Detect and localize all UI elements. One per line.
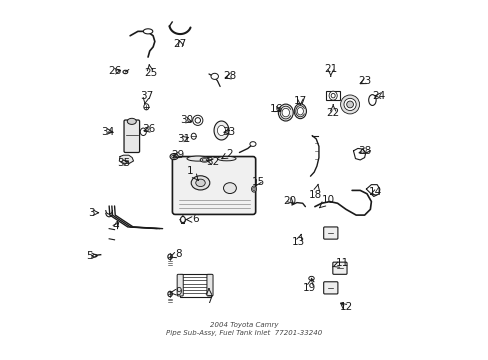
Polygon shape xyxy=(353,148,365,160)
Ellipse shape xyxy=(186,156,208,161)
Ellipse shape xyxy=(297,108,303,115)
Text: 23: 23 xyxy=(357,76,370,86)
Text: 13: 13 xyxy=(291,234,305,247)
Text: 33: 33 xyxy=(222,126,235,136)
Ellipse shape xyxy=(210,73,218,80)
Text: 22: 22 xyxy=(326,105,339,118)
Ellipse shape xyxy=(171,155,176,158)
Ellipse shape xyxy=(368,95,375,105)
Text: 12: 12 xyxy=(339,302,352,312)
Text: 18: 18 xyxy=(308,184,322,200)
Polygon shape xyxy=(366,185,379,197)
Ellipse shape xyxy=(192,115,203,125)
Ellipse shape xyxy=(278,104,293,121)
FancyBboxPatch shape xyxy=(206,274,213,296)
Ellipse shape xyxy=(340,95,359,114)
Ellipse shape xyxy=(200,158,208,162)
Ellipse shape xyxy=(343,98,355,111)
Ellipse shape xyxy=(282,108,289,117)
Polygon shape xyxy=(119,155,133,163)
FancyBboxPatch shape xyxy=(323,282,337,294)
Ellipse shape xyxy=(143,104,149,110)
Ellipse shape xyxy=(167,254,172,260)
Polygon shape xyxy=(217,125,225,136)
Ellipse shape xyxy=(170,153,178,159)
FancyBboxPatch shape xyxy=(332,262,346,274)
Text: 7: 7 xyxy=(205,289,212,305)
Ellipse shape xyxy=(123,70,127,74)
Text: 28: 28 xyxy=(223,71,236,81)
FancyBboxPatch shape xyxy=(325,91,339,100)
Polygon shape xyxy=(214,121,228,140)
Text: 6: 6 xyxy=(186,215,198,225)
Text: 19: 19 xyxy=(303,279,316,293)
Text: 2004 Toyota Camry
Pipe Sub-Assy, Fuel Tank Inlet  77201-33240: 2004 Toyota Camry Pipe Sub-Assy, Fuel Ta… xyxy=(166,321,322,336)
Text: 17: 17 xyxy=(293,96,306,106)
Text: 16: 16 xyxy=(269,104,282,114)
Text: 15: 15 xyxy=(251,177,264,187)
Ellipse shape xyxy=(249,142,256,147)
Ellipse shape xyxy=(251,186,256,192)
Text: 5: 5 xyxy=(86,251,97,261)
Text: 34: 34 xyxy=(101,126,114,136)
Ellipse shape xyxy=(191,133,196,139)
FancyBboxPatch shape xyxy=(177,274,183,296)
Text: 29: 29 xyxy=(170,150,184,160)
Ellipse shape xyxy=(202,159,206,161)
Ellipse shape xyxy=(252,188,255,190)
Text: 37: 37 xyxy=(140,91,153,104)
Text: 11: 11 xyxy=(332,258,348,269)
Text: 38: 38 xyxy=(357,146,370,156)
Text: 36: 36 xyxy=(142,125,155,135)
Ellipse shape xyxy=(143,29,152,34)
Text: 2: 2 xyxy=(221,149,232,159)
Text: 24: 24 xyxy=(372,91,385,101)
Text: 32: 32 xyxy=(205,157,219,167)
Text: 8: 8 xyxy=(169,249,182,259)
Text: 21: 21 xyxy=(324,64,337,76)
Ellipse shape xyxy=(180,216,185,222)
Ellipse shape xyxy=(223,183,236,194)
FancyBboxPatch shape xyxy=(323,227,337,239)
Ellipse shape xyxy=(294,104,306,119)
Ellipse shape xyxy=(308,276,314,280)
FancyBboxPatch shape xyxy=(172,157,255,215)
Text: 30: 30 xyxy=(180,115,193,125)
FancyBboxPatch shape xyxy=(124,120,139,153)
Text: 3: 3 xyxy=(88,208,99,218)
Ellipse shape xyxy=(140,128,146,135)
Text: 4: 4 xyxy=(112,221,119,231)
Ellipse shape xyxy=(346,101,353,108)
Text: 27: 27 xyxy=(173,39,186,49)
Text: 25: 25 xyxy=(143,65,157,78)
Text: 26: 26 xyxy=(108,66,122,76)
Ellipse shape xyxy=(191,176,209,190)
Text: 9: 9 xyxy=(169,287,182,297)
FancyBboxPatch shape xyxy=(180,274,210,297)
Text: 20: 20 xyxy=(283,195,296,206)
Text: 35: 35 xyxy=(117,158,130,168)
Ellipse shape xyxy=(330,93,334,98)
Ellipse shape xyxy=(195,179,205,186)
Ellipse shape xyxy=(195,118,200,123)
Ellipse shape xyxy=(328,91,337,100)
Ellipse shape xyxy=(127,118,136,125)
Ellipse shape xyxy=(167,291,172,297)
Text: 31: 31 xyxy=(177,134,190,144)
Ellipse shape xyxy=(217,156,236,161)
Ellipse shape xyxy=(93,255,97,257)
Text: 1: 1 xyxy=(187,166,198,180)
Text: 10: 10 xyxy=(319,195,334,208)
Text: 14: 14 xyxy=(368,188,382,197)
